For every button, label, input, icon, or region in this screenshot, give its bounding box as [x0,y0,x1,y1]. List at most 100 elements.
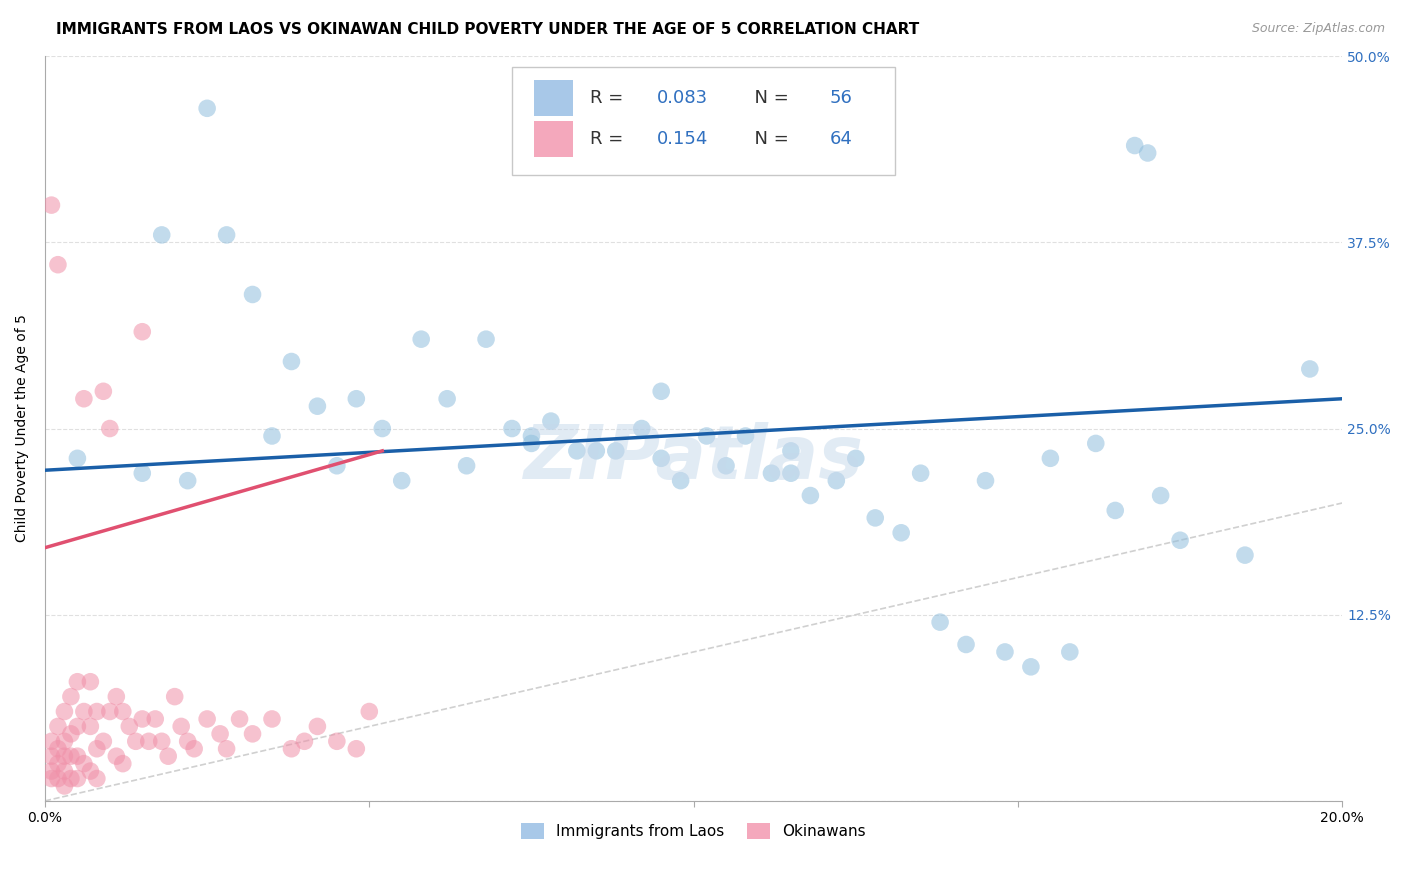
Point [260,429,283,443]
Point [1233,548,1256,562]
Point [59,749,82,764]
Point [209,727,232,741]
Point [242,727,264,741]
FancyBboxPatch shape [512,68,894,176]
Point [93,734,115,748]
Point [105,749,128,764]
Point [73,392,96,406]
Point [780,467,803,481]
Point [260,712,283,726]
Point [53,764,76,778]
Point [565,443,588,458]
Point [41,198,63,212]
Point [456,458,478,473]
Point [696,429,718,443]
Text: ZIPatlas: ZIPatlas [523,422,863,495]
Point [215,741,238,756]
Point [138,734,160,748]
Point [228,712,250,726]
Point [143,712,166,726]
Point [280,741,302,756]
Y-axis label: Child Poverty Under the Age of 5: Child Poverty Under the Age of 5 [15,315,30,542]
Point [41,772,63,786]
Point [41,764,63,778]
Point [150,227,173,242]
Point [605,443,627,458]
Point [1059,645,1081,659]
Text: 64: 64 [830,130,852,148]
Point [845,451,868,466]
Point [86,741,108,756]
Point [326,458,349,473]
Point [411,332,433,346]
Point [53,705,76,719]
Point [53,749,76,764]
Point [59,772,82,786]
Point [1149,489,1171,503]
Point [475,332,498,346]
Point [585,443,607,458]
Point [66,749,89,764]
Text: 56: 56 [830,89,852,107]
Point [371,421,394,435]
Point [436,392,458,406]
Point [865,511,887,525]
Text: Source: ZipAtlas.com: Source: ZipAtlas.com [1251,22,1385,36]
Text: IMMIGRANTS FROM LAOS VS OKINAWAN CHILD POVERTY UNDER THE AGE OF 5 CORRELATION CH: IMMIGRANTS FROM LAOS VS OKINAWAN CHILD P… [56,22,920,37]
Point [294,734,316,748]
Point [630,421,652,435]
Point [344,741,367,756]
Point [79,764,101,778]
Point [86,772,108,786]
Point [825,474,848,488]
Point [79,719,101,733]
Point [650,384,672,399]
Point [391,474,413,488]
Point [86,705,108,719]
Point [157,749,180,764]
Point [669,474,692,488]
Point [170,719,193,733]
Point [1039,451,1062,466]
Point [994,645,1017,659]
Point [1168,533,1191,548]
Point [41,734,63,748]
Point [66,674,89,689]
Text: 0.154: 0.154 [657,130,709,148]
Point [780,443,803,458]
Bar [534,121,574,157]
Point [66,451,89,466]
Point [125,734,148,748]
Point [955,638,977,652]
Point [650,451,672,466]
Point [344,392,367,406]
Point [910,467,932,481]
Point [150,734,173,748]
Text: R =: R = [591,89,628,107]
Point [799,489,821,503]
Point [131,325,153,339]
Point [1123,138,1146,153]
Point [1019,660,1042,674]
Point [59,690,82,704]
Point [111,756,134,771]
Point [79,674,101,689]
Point [93,384,115,399]
Point [520,429,543,443]
Point [195,712,218,726]
Bar [534,80,574,116]
Point [163,690,186,704]
Point [98,421,121,435]
Point [46,719,69,733]
Point [501,421,523,435]
Point [98,705,121,719]
Point [761,467,783,481]
Point [890,525,912,540]
Point [734,429,756,443]
Point [73,756,96,771]
Point [1084,436,1107,450]
Point [41,749,63,764]
Point [53,779,76,793]
Text: R =: R = [591,130,628,148]
Point [46,772,69,786]
